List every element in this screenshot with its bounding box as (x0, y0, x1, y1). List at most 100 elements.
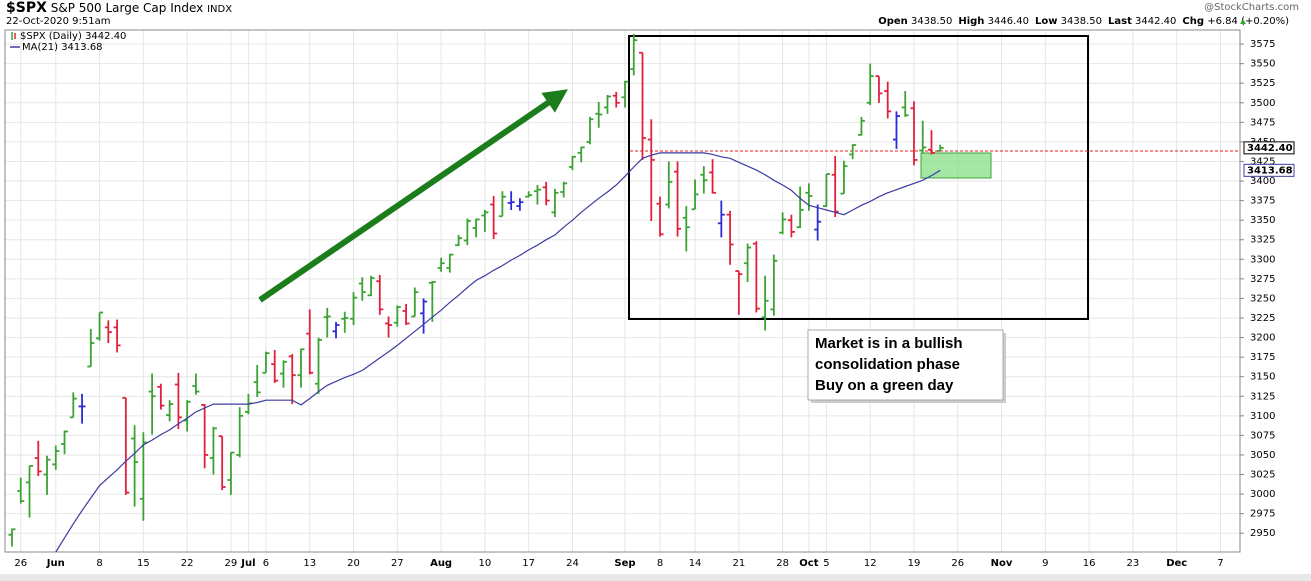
x-tick-label: 24 (566, 558, 579, 569)
trend-arrow (258, 89, 568, 303)
x-tick-label: 9 (1042, 558, 1048, 569)
x-tick-label: 14 (689, 558, 702, 569)
legend-entry: MA(21) 3413.68 (22, 42, 103, 53)
y-tick-label: 3050 (1250, 450, 1275, 461)
y-tick-label: 3425 (1250, 156, 1275, 167)
up-arrow (1240, 19, 1246, 24)
range-box (628, 35, 1089, 320)
price-tag-box (1243, 141, 1295, 155)
grid (5, 30, 1240, 552)
x-tick-label: 28 (776, 558, 789, 569)
note: Market is in a bullish consolidation phas… (815, 335, 963, 394)
y-tick-label: 3500 (1250, 98, 1275, 109)
x-tick-label: Jun (46, 558, 65, 569)
x-tick-label: 19 (908, 558, 921, 569)
plot-frame (4, 29, 1241, 553)
y-tick-label: 3375 (1250, 196, 1275, 207)
y-tick-label: 3100 (1250, 411, 1275, 422)
x-tick-label: 17 (522, 558, 535, 569)
x-tick-label: 12 (864, 558, 877, 569)
note-line: consolidation phase (815, 356, 960, 373)
x-tick-label: 22 (181, 558, 194, 569)
ma-tag: 3413.68 (1247, 165, 1293, 176)
y-tick-label: 3075 (1250, 430, 1275, 441)
quote-value: 3438.50 (1060, 16, 1102, 27)
x-tick-label: Nov (991, 558, 1013, 569)
y-tick-label: 3250 (1250, 293, 1275, 304)
quote-label: Open (878, 16, 908, 27)
note-line: Buy on a green day (815, 377, 954, 394)
y-tick-label: 3225 (1250, 313, 1275, 324)
quote-value: 3446.40 (987, 16, 1029, 27)
date: 22-Oct-2020 9:51am (6, 16, 111, 27)
x-tick-label: Dec (1166, 558, 1187, 569)
x-tick-label: 10 (479, 558, 492, 569)
x-tick-label: 16 (1083, 558, 1096, 569)
y-tick-label: 3125 (1250, 391, 1275, 402)
source: @StockCharts.com (1204, 2, 1299, 13)
x-tick-label: 20 (347, 558, 360, 569)
x-tick-label: 13 (303, 558, 316, 569)
y-tick-label: 3200 (1250, 333, 1275, 344)
y-tick-label: 3275 (1250, 274, 1275, 285)
quote-label: Low (1034, 16, 1058, 27)
x-tick-label: Jul (240, 558, 255, 569)
quote-label: Chg (1182, 16, 1205, 27)
symbol-line: $SPX S&P 500 Large Cap Index INDX (6, 0, 232, 16)
legend-name: MA(21) (22, 42, 58, 53)
legend-value: 3413.68 (61, 42, 102, 53)
x-tick-label: 29 (225, 558, 238, 569)
y-tick-label: 3325 (1250, 235, 1275, 246)
y-tick-label: 2950 (1250, 528, 1275, 539)
legend-name: $SPX (Daily) (20, 31, 82, 42)
x-tick-label: 26 (951, 558, 964, 569)
x-tick-label: 8 (657, 558, 663, 569)
price-tag: 3442.40 (1247, 143, 1293, 154)
quote-value: +6.84 (+0.20%) (1207, 16, 1289, 27)
quote-value: 3438.50 (910, 16, 953, 27)
quote-label: Last (1108, 16, 1132, 27)
y-tick-label: 3350 (1250, 215, 1275, 226)
y-tick-label: 3300 (1250, 254, 1275, 265)
x-tick-label: 8 (96, 558, 102, 569)
x-tick-label: 7 (1217, 558, 1223, 569)
legend-value: 3442.40 (85, 31, 126, 42)
y-tick-label: 3175 (1250, 352, 1275, 363)
quote-label: High (958, 16, 985, 27)
x-tick-label: 5 (823, 558, 829, 569)
ma-line (55, 152, 941, 552)
x-tick-label: 21 (732, 558, 745, 569)
y-tick-label: 3475 (1250, 117, 1275, 128)
y-tick-label: 3550 (1250, 59, 1275, 70)
y-tick-label: 3400 (1250, 176, 1275, 187)
note-box (807, 329, 1004, 401)
y-tick-label: 3025 (1250, 470, 1275, 481)
index-name: S&P 500 Large Cap Index (50, 1, 204, 15)
buy-zone (920, 152, 992, 179)
header: $SPX S&P 500 Large Cap Index INDX 22-Oct… (0, 0, 1311, 30)
x-tick-label: 15 (137, 558, 150, 569)
y-tick-label: 3150 (1250, 372, 1275, 383)
x-tick-label: Sep (614, 558, 635, 569)
y-tick-label: 2975 (1250, 509, 1275, 520)
quote: Open 3438.50 High 3446.40 Low 3438.50 Last … (872, 16, 1289, 27)
x-tick-label: 6 (263, 558, 269, 569)
x-tick-label: Aug (430, 558, 452, 569)
ma-tag-box (1243, 163, 1295, 177)
marks (8, 33, 944, 552)
y-tick-label: 3525 (1250, 78, 1275, 89)
legend-entry: $SPX (Daily) 3442.40 (20, 31, 126, 42)
quote-value: 3442.40 (1135, 16, 1177, 27)
x-tick-label: 23 (1127, 558, 1140, 569)
x-tick-label: Oct (799, 558, 818, 569)
y-tick-label: 3000 (1250, 489, 1275, 500)
footer-strip (0, 574, 1311, 581)
exchange: INDX (207, 4, 233, 15)
symbol: $SPX (6, 0, 47, 16)
x-tick-label: 26 (14, 558, 27, 569)
y-tick-label: 3575 (1250, 39, 1275, 50)
note-line: Market is in a bullish (815, 335, 963, 352)
